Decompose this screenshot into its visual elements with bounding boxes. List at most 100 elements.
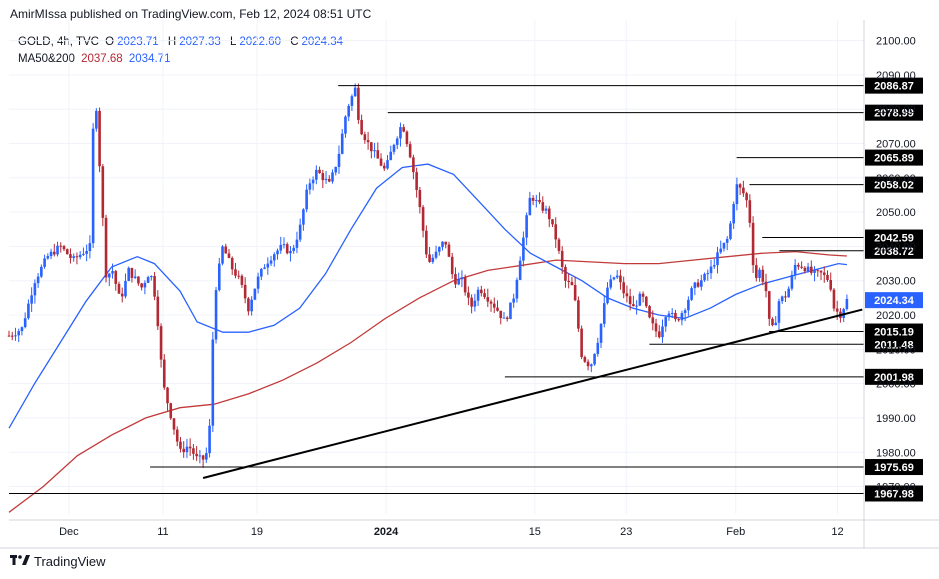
level-box bbox=[865, 229, 923, 246]
legend-open: O 2023.71 bbox=[105, 36, 162, 48]
candle-body bbox=[790, 274, 794, 289]
legend-open-label: O bbox=[105, 36, 115, 48]
current-price-box bbox=[865, 292, 923, 309]
candle-body bbox=[65, 249, 69, 255]
candle-body bbox=[272, 254, 276, 261]
candle-body bbox=[661, 326, 664, 338]
legend-high-label: H bbox=[167, 36, 177, 48]
level-box bbox=[865, 242, 923, 259]
candle-body bbox=[635, 305, 638, 307]
candle-body bbox=[764, 281, 768, 292]
level-label: 1975.69 bbox=[874, 462, 914, 474]
candle-body bbox=[146, 277, 150, 283]
candle-body bbox=[518, 260, 522, 280]
candle-body bbox=[525, 215, 528, 238]
candle-body bbox=[340, 133, 344, 154]
candle-body bbox=[130, 267, 134, 278]
level-label: 2058.02 bbox=[874, 180, 914, 192]
candle-body bbox=[88, 243, 92, 252]
candle-body bbox=[544, 208, 548, 211]
candle-body bbox=[625, 293, 629, 297]
candle-body bbox=[205, 453, 208, 460]
candle-body bbox=[748, 200, 752, 223]
candle-body bbox=[221, 246, 224, 264]
candle-body bbox=[256, 276, 260, 289]
candle-body bbox=[800, 266, 803, 268]
candle-body bbox=[27, 303, 30, 319]
y-tick-label: 2070.00 bbox=[876, 139, 916, 151]
candle-body bbox=[441, 241, 444, 248]
candle-body bbox=[289, 251, 292, 254]
current-price-label: 2024.34 bbox=[874, 295, 915, 307]
candle-body bbox=[473, 300, 477, 307]
candle-body bbox=[586, 361, 590, 367]
y-tick-label: 2080.00 bbox=[876, 104, 916, 116]
candle-body bbox=[454, 274, 457, 285]
candle-body bbox=[234, 269, 237, 276]
x-tick-label: 2024 bbox=[374, 526, 399, 538]
trend-layer bbox=[202, 308, 863, 479]
candle-body bbox=[787, 288, 790, 298]
candle-body bbox=[269, 260, 273, 264]
candle-body bbox=[260, 268, 263, 277]
level-label: 2001.98 bbox=[874, 372, 914, 384]
candle-body bbox=[408, 144, 412, 158]
legend-symbol[interactable]: GOLD, 4h, TVC bbox=[18, 36, 99, 48]
candle-body bbox=[266, 263, 270, 268]
published-line: AmirMIssa published on TradingView.com, … bbox=[10, 7, 372, 21]
candle-body bbox=[483, 293, 486, 298]
candle-body bbox=[324, 178, 328, 181]
candle-body bbox=[755, 265, 758, 278]
legend-ma-label[interactable]: MA50&200 bbox=[18, 53, 75, 65]
candle-body bbox=[531, 197, 535, 201]
candle-body bbox=[376, 150, 380, 159]
candle-body bbox=[651, 317, 655, 324]
candle-body bbox=[725, 238, 729, 243]
candle-body bbox=[318, 169, 321, 174]
candle-body bbox=[551, 219, 554, 225]
y-tick-label: 2000.00 bbox=[876, 379, 916, 391]
candle-body bbox=[347, 105, 350, 117]
candle-body bbox=[75, 256, 79, 258]
x-tick-label: Dec bbox=[59, 526, 79, 538]
candle-body bbox=[23, 318, 27, 328]
y-tick-label: 1970.00 bbox=[876, 482, 916, 494]
y-tick-label: 2100.00 bbox=[876, 36, 916, 48]
candle-body bbox=[522, 237, 525, 261]
candle-body bbox=[263, 267, 266, 269]
legend-ma50-value: 2034.71 bbox=[128, 53, 171, 65]
candle-body bbox=[612, 277, 616, 280]
candle-body bbox=[373, 150, 376, 152]
level-layer: 2086.87 2078.99 2065.89 2058.02 2042.592038.… bbox=[9, 77, 923, 502]
candle-body bbox=[570, 281, 574, 286]
candle-body bbox=[460, 277, 464, 280]
candle-body bbox=[127, 267, 130, 281]
candle-body bbox=[399, 127, 402, 139]
candle-body bbox=[780, 296, 784, 302]
candle-body bbox=[648, 306, 651, 318]
candle-body bbox=[732, 204, 735, 224]
candle-body bbox=[654, 323, 658, 332]
candle-body bbox=[683, 310, 687, 314]
candle-layer bbox=[7, 83, 849, 468]
candle-body bbox=[150, 276, 153, 278]
level-label: 2078.99 bbox=[874, 108, 914, 120]
candle-body bbox=[14, 335, 17, 337]
candle-body bbox=[124, 280, 127, 297]
candle-body bbox=[771, 318, 774, 326]
candle-body bbox=[447, 244, 451, 257]
candle-body bbox=[489, 301, 493, 304]
candle-body bbox=[657, 331, 661, 338]
candle-body bbox=[98, 110, 101, 167]
candle-body bbox=[305, 189, 308, 210]
level-box bbox=[865, 149, 923, 166]
candle-body bbox=[583, 356, 587, 362]
brand-footer[interactable]: TradingView bbox=[10, 553, 106, 569]
candle-body bbox=[599, 323, 603, 343]
candle-body bbox=[797, 264, 800, 267]
candle-body bbox=[279, 244, 283, 251]
candle-body bbox=[337, 153, 341, 167]
candle-body bbox=[434, 251, 438, 258]
level-box bbox=[865, 336, 923, 353]
